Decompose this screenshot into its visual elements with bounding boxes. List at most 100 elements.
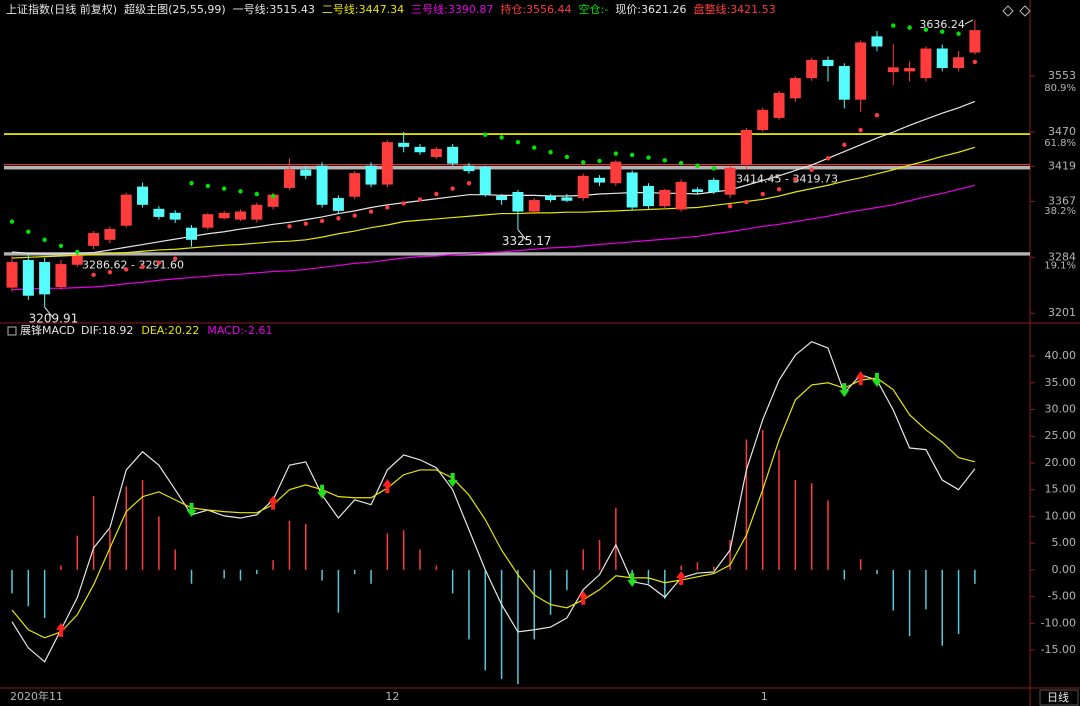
sar-dot [825,156,831,161]
sar-dot [107,269,113,275]
y-tick-label: -10.00 [1041,616,1076,629]
candle-body [430,148,442,157]
indicator-line [11,146,976,259]
sar-dot [368,209,374,214]
fib-label: 80.9% [1044,83,1076,94]
buy-arrow [382,479,393,494]
y-tick-label: -15.00 [1041,643,1076,656]
sar-dot [809,167,814,172]
candle-body [104,229,116,240]
y-tick-label: 40.00 [1045,349,1077,362]
candle-body [920,48,932,79]
candle-body [153,208,165,217]
sar-dot [401,201,406,206]
extreme-label: 3636.24 [919,18,965,31]
candle-body [871,36,883,47]
legend-entry: DIF:18.92 [81,324,133,337]
candle-body [381,142,393,185]
period-label[interactable]: 日线 [1047,690,1069,704]
sar-dot [793,176,798,182]
empty: 空仓:- [579,3,609,16]
y-tick-label: 3553 [1048,69,1076,82]
macd-header: 展锋MACD DIF:18.92 DEA:20.22 MACD:-2.61 [20,323,281,339]
sar-dot [923,27,929,32]
candle-body [789,78,801,99]
candle-body [267,194,279,207]
x-tick-label: 1 [761,690,768,703]
sar-dot [564,154,570,160]
sar-dot [874,112,880,118]
legend-entry: 三号线:3390.87 [411,3,493,16]
sar-dot [842,142,847,148]
sar-dot [891,23,896,28]
indicator-icon[interactable] [7,326,17,336]
candle-body [251,204,263,220]
candle-body [659,189,671,207]
candle-body [724,167,736,195]
candle-body [496,196,508,201]
sar-dot [940,29,945,34]
toolbar-icon[interactable] [1002,5,1014,17]
price: 现价:3621.26 [615,3,686,16]
sar-dot [613,151,619,156]
sell-arrow [839,383,850,398]
sar-dot [238,189,243,194]
sar-dot [515,139,521,145]
legend-value: 3515.43 [269,3,315,16]
candle-body [365,165,377,185]
sar-dot [156,260,162,265]
candle-body [479,167,491,195]
sar-dot [760,191,765,197]
zone [4,252,1030,256]
candle-body [398,142,410,147]
candle-body [202,214,214,228]
sar-dot [450,186,455,191]
candle-body [740,130,752,166]
sar-dot [124,267,129,272]
candle-body [463,165,475,172]
legend-value: 20.22 [167,324,200,337]
x-tick-label: 2020年11 [10,689,63,703]
sar-dot [776,187,782,192]
candle-body [512,191,524,212]
candle-body [137,186,149,205]
candle-body [71,255,83,265]
candle-body [757,109,769,131]
legend-value: 18.92 [101,324,134,337]
sar-dot [532,145,537,150]
hold-value: 3556.44 [526,3,572,16]
sell-arrow [627,572,638,587]
candle-body [39,262,51,295]
consolidation-value: 3421.53 [730,3,776,16]
extreme-arrow [964,19,974,25]
sar-dot [336,216,341,221]
candle-body [545,196,557,201]
candle-body [22,260,34,296]
indicator-title: 超级主图(25,55,99) [124,3,226,16]
empty-value: - [604,3,609,16]
sar-dot [189,181,194,186]
toolbar-icon[interactable] [1019,5,1031,17]
candle-body [349,173,361,197]
sar-dot [499,135,504,140]
legend-name: DEA: [141,324,168,337]
sar-dot [319,218,325,224]
candle-body [88,233,100,246]
sar-dot [907,25,912,30]
hold-label: 持仓: [500,3,527,16]
sell-arrow [317,484,328,499]
legend-value: 3390.87 [447,3,494,16]
period-box[interactable] [1039,689,1079,706]
y-tick-label: 5.00 [1052,536,1077,549]
y-tick-label: 0.00 [1052,563,1077,576]
legend-entry: 一号线:3515.43 [233,3,315,16]
candle-body [169,212,181,220]
candle-body [610,161,622,184]
extreme-label: 3209.91 [29,312,79,326]
price-value: 3621.26 [640,3,687,16]
extreme-label: 3325.17 [502,234,552,248]
candle-body [414,146,426,153]
y-tick-label: 3419 [1048,159,1076,172]
candle-body [594,177,606,183]
candle-body [887,67,899,73]
